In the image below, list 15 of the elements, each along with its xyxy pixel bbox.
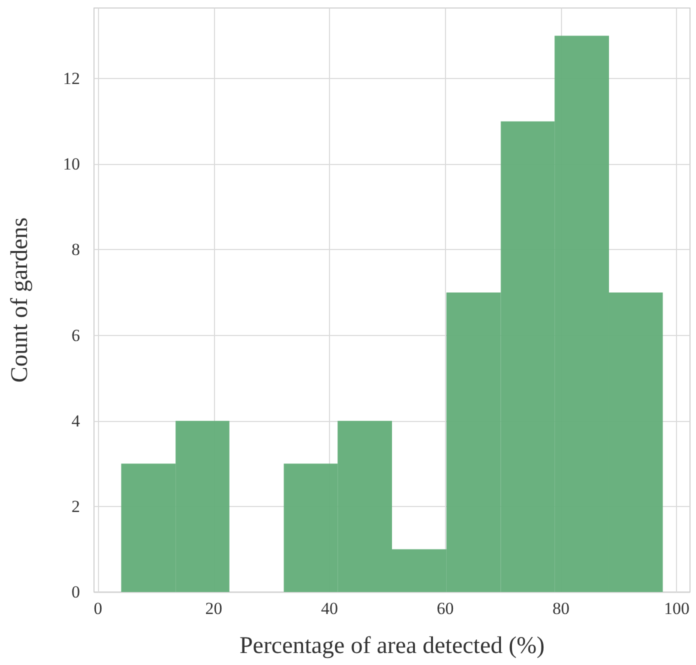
y-tick-label: 10: [63, 154, 80, 174]
y-tick-label: 6: [72, 326, 80, 345]
x-tick-label: 0: [94, 599, 102, 618]
x-tick-label: 40: [321, 599, 338, 618]
y-tick-label: 8: [72, 240, 80, 260]
y-axis-title: Count of gardens: [7, 217, 33, 383]
x-tick-label: 60: [436, 599, 454, 618]
x-tick-label: 80: [552, 599, 570, 618]
x-axis-title: Percentage of area detected (%): [239, 633, 545, 659]
x-tick-label: 100: [664, 599, 690, 618]
y-tick-label: 4: [72, 411, 80, 430]
y-tick-label: 2: [72, 496, 80, 516]
y-tick-label: 0: [72, 582, 80, 602]
y-tick-label: 12: [63, 69, 80, 88]
x-tick-label: 20: [205, 599, 222, 618]
